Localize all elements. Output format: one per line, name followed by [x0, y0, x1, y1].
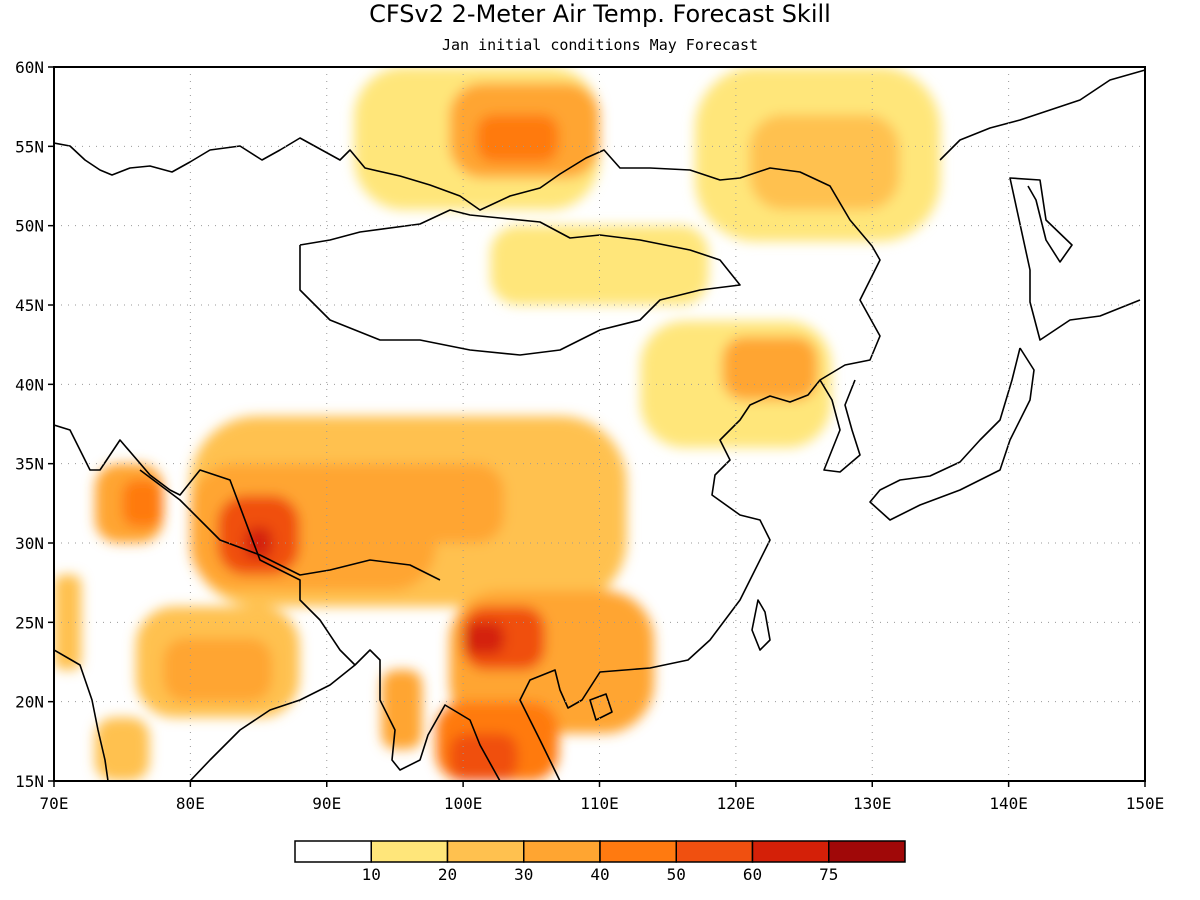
lat-tick-label: 35N — [15, 455, 44, 474]
map-title: CFSv2 2-Meter Air Temp. Forecast Skill — [369, 0, 831, 28]
lat-tick-label: 40N — [15, 375, 44, 394]
asia-coastline — [54, 137, 881, 781]
skill-region-17 — [449, 733, 518, 781]
lat-tick-label: 30N — [15, 534, 44, 553]
skill-region-7 — [722, 336, 818, 401]
colorbar-swatch — [523, 840, 601, 863]
colorbar-label: 10 — [362, 865, 381, 884]
lon-tick-label: 70E — [40, 794, 69, 813]
map-subtitle: Jan initial conditions May Forecast — [442, 36, 758, 54]
himalaya-border — [139, 469, 441, 581]
skill-region-4 — [749, 114, 900, 210]
lon-tick-label: 100E — [444, 794, 483, 813]
lon-tick-label: 130E — [853, 794, 892, 813]
skill-region-15 — [463, 622, 505, 655]
coastline-and-borders-layer — [54, 69, 1145, 781]
colorbar-swatch — [751, 840, 830, 863]
lon-tick-label: 120E — [717, 794, 756, 813]
japan-islands — [869, 177, 1141, 521]
skill-region-23 — [94, 717, 150, 781]
colorbar-label: 30 — [514, 865, 533, 884]
korea-peninsula — [819, 379, 861, 473]
colorbar-legend: 10 20 30 40 50 60 75 — [294, 840, 906, 884]
latitude-axis: 60N 55N 50N 45N 40N 35N 30N 25N 20N 15N — [15, 58, 54, 791]
colorbar-swatch — [294, 840, 372, 863]
longitude-axis: 70E 80E 90E 100E 110E 120E 130E 140E 150E — [40, 781, 1165, 813]
lon-tick-label: 140E — [989, 794, 1028, 813]
colorbar-label: 60 — [743, 865, 762, 884]
lat-tick-label: 15N — [15, 772, 44, 791]
lat-tick-label: 55N — [15, 137, 44, 156]
lat-tick-label: 20N — [15, 693, 44, 712]
skill-region-2 — [476, 114, 559, 163]
skill-region-12 — [340, 463, 505, 543]
taiwan-island — [751, 599, 771, 651]
colorbar-swatch — [599, 840, 677, 863]
map-plot-area: 70E 80E 90E 100E 110E 120E 130E 140E 150E 60N 55N… — [15, 58, 1164, 813]
skill-region-5 — [490, 225, 709, 305]
lat-tick-label: 45N — [15, 296, 44, 315]
colorbar-label: 75 — [819, 865, 838, 884]
lon-tick-label: 110E — [580, 794, 619, 813]
colorbar-label: 20 — [438, 865, 457, 884]
colorbar-label: 50 — [667, 865, 686, 884]
skill-region-24 — [381, 669, 423, 750]
south-asia-west-coast — [54, 649, 109, 781]
colorbar-swatch — [675, 840, 754, 863]
skill-region-19 — [163, 638, 273, 702]
lon-tick-label: 80E — [176, 794, 205, 813]
lat-tick-label: 60N — [15, 58, 44, 77]
lat-tick-label: 50N — [15, 217, 44, 236]
colorbar-swatch — [370, 840, 449, 863]
skill-region-21 — [122, 479, 164, 528]
gridlines — [54, 67, 1145, 781]
skill-region-11 — [244, 527, 273, 559]
colorbar-swatch — [446, 840, 525, 863]
mongolia-border — [299, 209, 741, 356]
indochina-coast — [354, 649, 501, 781]
colorbar-swatch — [828, 840, 906, 863]
lon-tick-label: 90E — [312, 794, 341, 813]
skill-shading-layer — [54, 67, 941, 781]
russia-far-east-coast — [939, 69, 1145, 161]
hainan-island — [589, 693, 613, 721]
india-coastline — [54, 424, 356, 781]
lat-tick-label: 25N — [15, 613, 44, 632]
colorbar-label: 40 — [590, 865, 609, 884]
lon-tick-label: 150E — [1126, 794, 1165, 813]
skill-region-22 — [54, 574, 82, 670]
